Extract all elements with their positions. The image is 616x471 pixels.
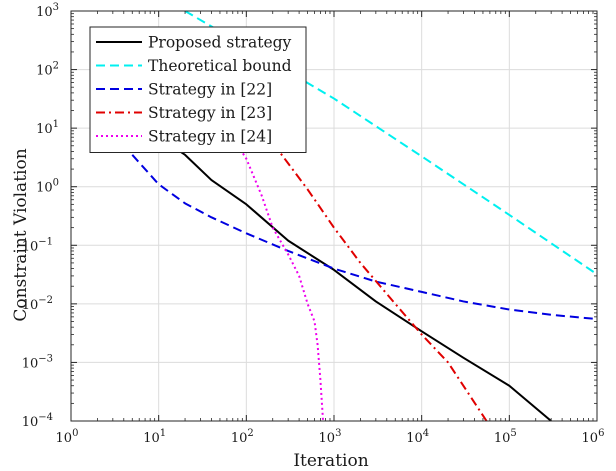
y-tick-label: 100: [36, 178, 59, 196]
series-line-5: [226, 127, 325, 421]
x-tick-label: 100: [56, 428, 79, 446]
x-tick-label: 103: [319, 428, 342, 446]
x-axis-label: Iteration: [293, 451, 368, 471]
y-tick-label: 10−2: [22, 295, 53, 313]
y-tick-label: 10−3: [22, 353, 53, 371]
y-tick-label: 101: [36, 119, 59, 137]
x-tick-label: 106: [582, 428, 605, 446]
y-axis-label: Constraint Violation: [11, 148, 31, 321]
y-tick-label: 103: [36, 2, 59, 20]
x-tick-label: 105: [494, 428, 517, 446]
axes-frame: [70, 10, 598, 422]
grid-lines: [71, 11, 597, 421]
legend: Proposed strategy Theoretical bound Strate…: [89, 26, 307, 153]
tick-labels: 100 101 102 103 104 105 106 10−4 10−3 10−2 10−1 100…: [22, 2, 605, 446]
y-tick-label: 10−4: [22, 412, 53, 430]
legend-label-1: Proposed strategy: [148, 34, 292, 52]
legend-label-3: Strategy in [22]: [148, 81, 272, 99]
series-line-3: [131, 154, 597, 321]
series-line-4: [260, 127, 488, 421]
x-tick-label: 102: [231, 428, 254, 446]
y-tick-label: 10−1: [22, 236, 53, 254]
legend-label-4: Strategy in [23]: [148, 104, 272, 122]
x-tick-label: 101: [143, 428, 166, 446]
y-tick-label: 102: [36, 61, 59, 79]
legend-label-2: Theoretical bound: [148, 57, 292, 75]
x-tick-label: 104: [406, 428, 429, 446]
legend-label-5: Strategy in [24]: [148, 128, 272, 146]
